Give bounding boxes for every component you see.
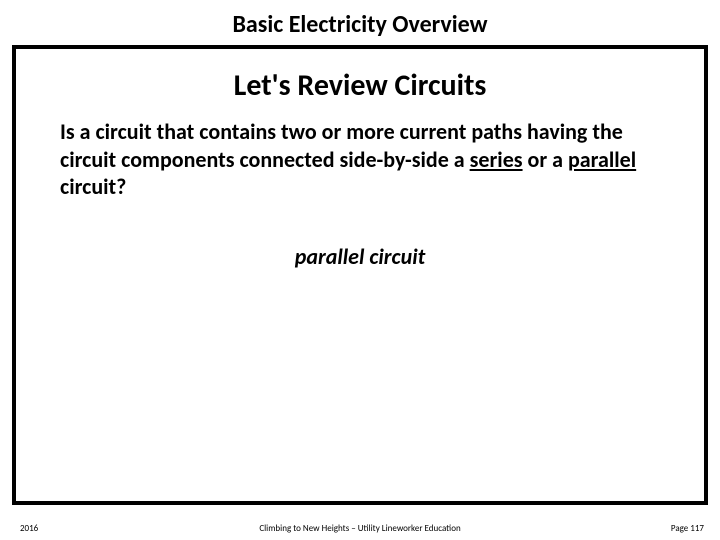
question-text: Is a circuit that contains two or more c…: [16, 118, 704, 201]
footer: 2016 Climbing to New Heights – Utility L…: [0, 523, 720, 534]
question-underline-series: series: [470, 146, 523, 173]
page-title: Basic Electricity Overview: [0, 0, 720, 45]
footer-page: Page 117: [671, 523, 704, 534]
question-end: circuit?: [60, 173, 126, 200]
review-heading: Let's Review Circuits: [16, 49, 704, 118]
question-mid: or a: [523, 146, 568, 173]
question-underline-parallel: parallel: [568, 146, 636, 173]
footer-year: 2016: [20, 523, 38, 534]
footer-center: Climbing to New Heights – Utility Linewo…: [0, 523, 720, 534]
answer-text: parallel circuit: [16, 201, 704, 270]
content-box: Let's Review Circuits Is a circuit that …: [12, 45, 708, 505]
